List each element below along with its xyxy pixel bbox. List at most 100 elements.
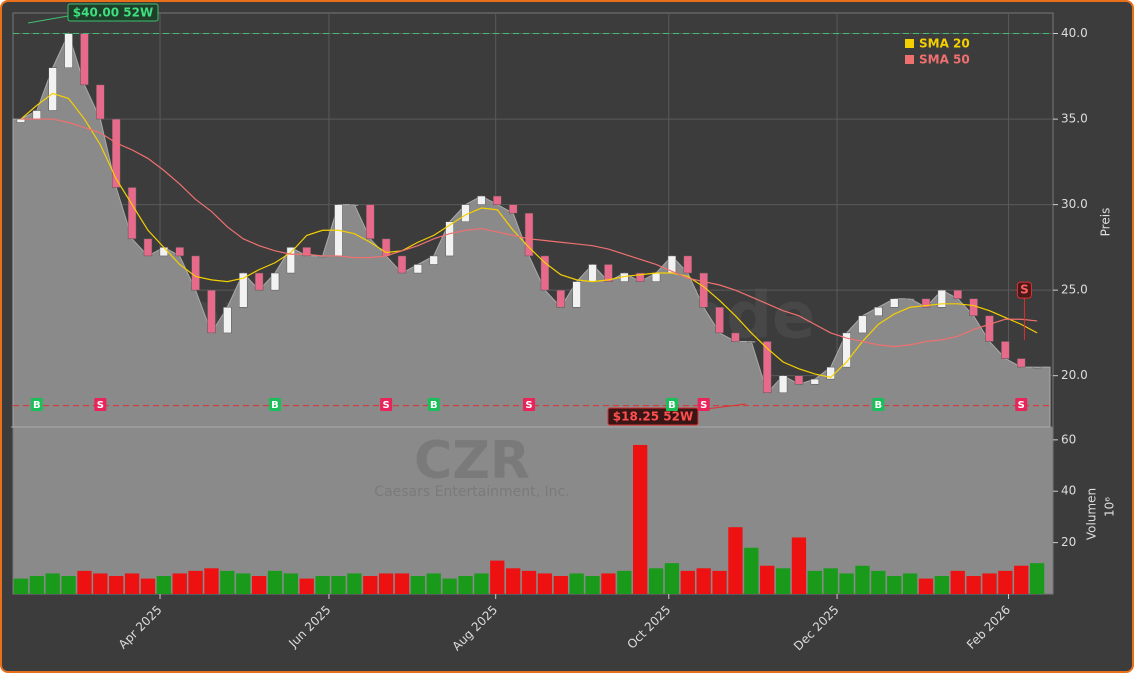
candle [635,272,645,282]
volume-axis-label: Volumen [1085,488,1099,540]
candle [604,264,613,282]
volume-bar [537,573,553,594]
signal-label: S [383,400,390,411]
volume-bar [474,573,489,594]
candle [651,272,661,282]
x-tick-label: Aug 2025 [450,603,501,654]
candle [207,289,216,334]
symbol-watermark: CZR [414,431,530,491]
candle [731,332,740,342]
volume-bar [506,568,521,594]
volume-bar [680,570,695,594]
candle [715,306,724,334]
candle [159,247,169,257]
volume-bar [521,570,537,594]
candle [270,272,280,291]
candle [524,212,534,257]
candle [1017,358,1026,368]
volume-panel [12,426,1054,595]
volume-bar [13,578,29,594]
candle [1001,341,1010,359]
volume-bar [124,573,140,594]
candle [96,84,105,120]
candle [778,375,788,394]
signal-box [380,398,393,411]
volume-bar [331,576,346,594]
candle [794,375,804,385]
x-tick-label: Dec 2025 [791,603,842,654]
volume-bar [442,578,457,594]
candle [1032,366,1042,369]
candle [985,315,994,342]
volume-bar [156,576,171,594]
candle [842,332,851,368]
candle [302,247,311,257]
volume-bar [410,576,426,594]
volume-bar [569,573,584,594]
volume-bar [378,573,394,594]
volume-bar [712,570,727,594]
candle [699,272,708,308]
candle [397,255,407,274]
volume-bar [648,568,664,594]
volume-bar [93,573,108,594]
candle [905,298,915,300]
volume-bar [887,576,902,594]
signal-box [665,398,678,411]
volume-bar [744,547,759,594]
legend-swatch [905,39,914,48]
volume-bar [204,568,219,594]
candle [239,272,248,308]
candle [874,306,883,317]
candle [747,341,756,343]
candle [508,204,518,214]
volume-bar [966,576,981,594]
candle [286,247,296,274]
volume-bar [839,573,854,594]
signal-label: B [271,400,279,411]
volume-bar [553,576,568,594]
sma-line [20,118,1038,348]
sma-line [20,92,1038,379]
candle [890,298,899,308]
volume-bar [982,573,997,594]
signal-box [94,398,107,411]
candle [175,247,184,257]
y-axis-label: Preis [1099,208,1113,237]
candle [572,281,581,308]
x-tick-label: Jun 2025 [285,603,333,651]
candle [32,110,42,120]
volume-bar [220,570,235,594]
signal-box [523,398,536,411]
candle [48,67,57,111]
candle [921,298,931,308]
low-label-box [607,407,699,426]
volume-tick-label: 40 [1061,484,1076,498]
volume-bar [934,576,949,594]
candle [350,204,359,206]
volume-bar [855,565,870,594]
volume-bar [696,568,711,594]
high-label-box [67,3,159,22]
high-label: $40.00 52W [73,6,153,20]
volume-bar [45,573,60,594]
candle [381,238,391,257]
signal-label: S [97,400,104,411]
volume-bar [823,568,838,594]
volume-bar [633,444,648,594]
volume-bar [315,576,330,594]
candle [588,264,597,282]
candle [80,33,89,86]
candle [858,315,867,334]
high-arrow [27,15,69,24]
volume-bar [283,573,299,594]
signal-box [30,398,43,411]
low-label: $18.25 52W [613,410,693,424]
volume-bar [363,576,378,594]
y-tick-label: 25.0 [1061,283,1088,297]
candle [540,255,550,291]
volume-bar [728,527,743,594]
y-tick-label: 20.0 [1061,368,1088,382]
